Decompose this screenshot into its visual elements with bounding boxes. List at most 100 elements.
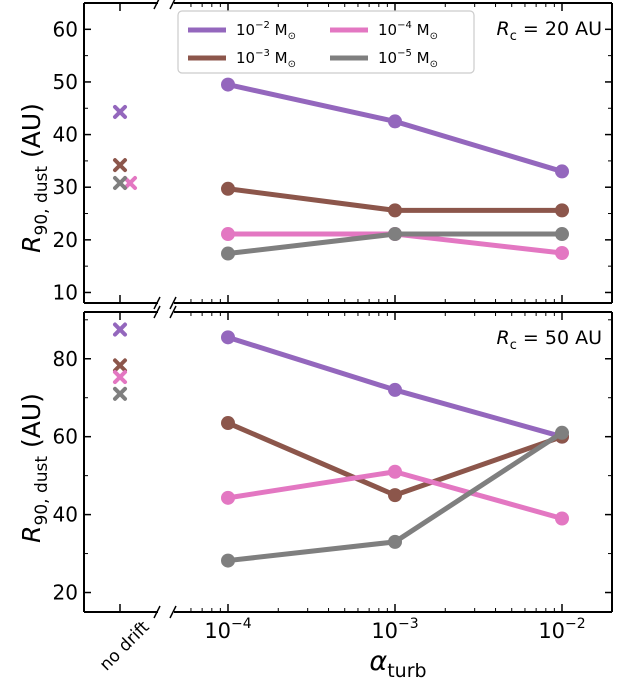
annotation-symbol: R [497,18,510,40]
legend-sub: ⊙ [288,31,296,42]
legend-label: 10−5 M⊙ [378,48,438,70]
cross-stroke [113,158,127,173]
data-point [555,203,569,218]
data-point [221,490,235,505]
panel-1: 10 20 30 40 50 60 Rc = 20 AU [53,0,613,310]
annotation-value: = 20 AU [517,18,602,40]
no-drift-marker [113,386,127,401]
cross-stroke [113,386,127,401]
no-drift-label: no drift [96,617,154,675]
y-tick-label: 20 [53,581,78,605]
cross-stroke [113,358,127,373]
x-tick-base: 10 [538,619,565,643]
axis-break-mark [153,0,160,10]
x-tick-labels: 10−4 10−3 10−2 [204,616,585,643]
x-tick-base: 10 [371,619,398,643]
legend-unit: M [412,49,430,67]
axis-break-mark [153,296,161,310]
data-point [221,246,235,261]
cross-stroke [123,176,137,190]
x-axis-label: αturb [369,646,426,682]
legend-base: 10 [378,21,397,39]
legend-base: 10 [236,49,255,67]
axis-break-mark [169,296,177,310]
annotation-sub: c [510,338,517,353]
y-tick-label: 60 [53,17,78,41]
legend-exp: −5 [397,48,412,59]
x-tick-label: 10−3 [371,616,418,643]
data-point [388,534,402,549]
data-point [388,203,402,218]
y-tick-label: 50 [53,70,78,94]
axis-break-mark [169,305,177,319]
legend-exp: −2 [255,20,270,31]
ylabel-bottom: R90, dust (AU) [17,393,52,543]
no-drift-marker [123,176,137,190]
legend-label: 10−2 M⊙ [236,20,296,42]
data-point [221,553,235,568]
ylabel-top: R90, dust (AU) [17,103,52,253]
y-tick-label: 40 [53,123,78,147]
legend-sub: ⊙ [430,31,438,42]
series-line [227,420,563,498]
data-point [388,382,402,397]
no-drift-marker [113,104,127,119]
annotation-symbol: R [497,327,510,349]
panels: 10 20 30 40 50 60 Rc = 20 AU 20 40 60 80 Rc = 50 AU [53,0,613,619]
legend-sub: ⊙ [288,59,296,70]
x-tick-label: 10−4 [204,616,251,643]
data-point [388,464,402,479]
x-tick-label: 10−2 [538,616,585,643]
cross-stroke [113,176,127,190]
axis-break-mark [153,305,161,319]
data-point [221,181,235,196]
legend-label: 10−4 M⊙ [378,20,438,42]
legend-exp: −3 [255,48,270,59]
axis-break-mark [153,605,161,619]
data-point [555,164,569,179]
data-point [221,330,235,345]
legend-label: 10−3 M⊙ [236,48,296,70]
x-tick-exp: −2 [565,616,586,632]
panel-annotation: Rc = 20 AU [497,18,602,44]
legend-base: 10 [378,49,397,67]
no-drift-marker [113,176,127,190]
data-point [221,227,235,242]
cross-stroke [113,104,127,119]
legend-unit: M [270,21,288,39]
cross-stroke [113,370,127,385]
data-point [555,425,569,440]
no-drift-marker [113,358,127,373]
data-point [221,77,235,92]
data-point [221,416,235,431]
legend: 10−2 M⊙10−3 M⊙10−4 M⊙10−5 M⊙ [177,10,475,74]
y-tick-label: 40 [53,503,78,527]
y-tick-label: 60 [53,425,78,449]
legend-base: 10 [236,21,255,39]
no-drift-marker [113,158,127,173]
x-tick-exp: −3 [398,616,419,632]
data-point [388,488,402,503]
legend-sub: ⊙ [430,59,438,70]
panel-2: 20 40 60 80 Rc = 50 AU [53,305,613,619]
y-tick-label: 10 [53,280,78,304]
no-drift-marker [113,370,127,385]
legend-exp: −4 [397,20,412,31]
y-tick-label: 30 [53,175,78,199]
data-point [555,246,569,260]
y-tick-label: 20 [53,228,78,252]
data-point [555,511,569,526]
cross-stroke [113,322,127,337]
no-drift-marker [113,322,127,337]
y-tick-label: 80 [53,347,78,371]
data-point [388,114,402,129]
annotation-sub: c [510,29,517,44]
legend-unit: M [270,49,288,67]
x-tick-exp: −4 [231,616,252,632]
data-point [388,227,402,242]
legend-box [177,10,475,74]
axis-break-mark [169,0,176,10]
legend-unit: M [412,21,430,39]
data-point [555,227,569,242]
